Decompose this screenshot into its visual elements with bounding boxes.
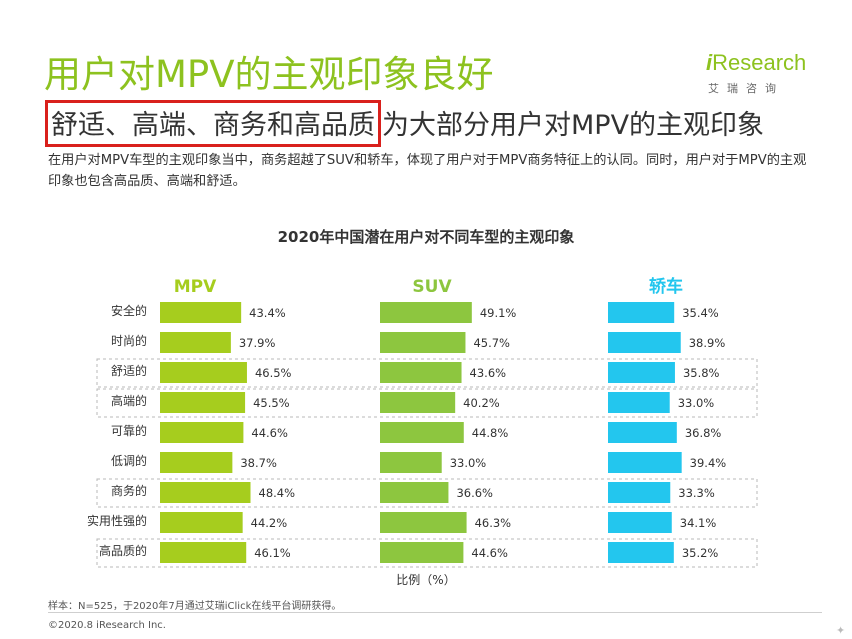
data-label: 48.4% <box>259 486 296 500</box>
category-label: 实用性强的 <box>87 513 147 528</box>
logo-i: i <box>706 50 713 75</box>
data-label: 44.8% <box>472 426 509 440</box>
bar <box>380 392 456 413</box>
category-label: 安全的 <box>111 303 147 318</box>
data-label: 46.1% <box>254 546 291 560</box>
bar <box>160 302 242 323</box>
logo-wordmark: iResearch <box>706 50 806 76</box>
footer-divider <box>48 612 822 613</box>
bar <box>380 512 467 533</box>
highlight-box <box>96 388 758 418</box>
data-label: 33.0% <box>450 456 487 470</box>
data-label: 36.8% <box>685 426 722 440</box>
data-label: 37.9% <box>239 336 276 350</box>
sample-note: 样本：N=525，于2020年7月通过艾瑞iClick在线平台调研获得。 <box>48 601 342 612</box>
bar <box>380 452 442 473</box>
series-name: MPV <box>174 277 217 297</box>
data-label: 39.4% <box>690 456 727 470</box>
highlight-box <box>96 538 758 568</box>
bar <box>380 302 472 323</box>
subtitle: 舒适、高端、商务和高品质 为大部分用户对MPV的主观印象 <box>45 100 765 147</box>
data-label: 35.4% <box>682 306 719 320</box>
series-name: 轿车 <box>649 276 683 297</box>
chart-title: 2020年中国潜在用户对不同车型的主观印象 <box>277 228 575 246</box>
data-label: 34.1% <box>680 516 717 530</box>
highlight-box <box>96 358 758 388</box>
bar <box>608 302 675 323</box>
bar <box>608 512 672 533</box>
iresearch-logo: iResearch 艾瑞咨询 <box>706 50 810 98</box>
data-label: 38.7% <box>240 456 277 470</box>
bar <box>380 422 464 443</box>
data-label: 45.7% <box>473 336 510 350</box>
data-label: 44.6% <box>471 546 508 560</box>
bar <box>380 542 464 563</box>
bar <box>160 452 233 473</box>
data-label: 33.0% <box>678 396 715 410</box>
bar <box>608 482 671 503</box>
category-label: 高端的 <box>111 393 147 408</box>
bar <box>380 482 449 503</box>
category-label: 低调的 <box>111 453 147 468</box>
data-label: 38.9% <box>689 336 726 350</box>
data-label: 40.2% <box>463 396 500 410</box>
bar <box>160 512 243 533</box>
bar <box>160 392 246 413</box>
bar <box>160 422 244 443</box>
copyright-text: ©2020.8 iResearch Inc. <box>48 620 166 631</box>
bar <box>380 332 466 353</box>
data-label: 45.5% <box>253 396 290 410</box>
category-label: 高品质的 <box>99 543 147 558</box>
category-label: 时尚的 <box>111 333 147 348</box>
category-label: 舒适的 <box>111 363 147 378</box>
bar <box>608 392 670 413</box>
data-label: 43.6% <box>470 366 507 380</box>
bar <box>608 362 675 383</box>
data-label: 35.2% <box>682 546 719 560</box>
bar <box>160 332 231 353</box>
data-label: 46.5% <box>255 366 292 380</box>
data-label: 35.8% <box>683 366 720 380</box>
data-label: 44.6% <box>251 426 288 440</box>
sparkle-icon: ✦ <box>836 624 846 637</box>
bar <box>608 452 682 473</box>
bar <box>380 362 462 383</box>
bar <box>608 422 677 443</box>
data-label: 36.6% <box>456 486 493 500</box>
data-label: 43.4% <box>249 306 286 320</box>
description-text: 在用户对MPV车型的主观印象当中，商务超越了SUV和轿车，体现了用户对于MPV商… <box>48 153 807 189</box>
data-label: 46.3% <box>475 516 512 530</box>
bar <box>160 362 247 383</box>
subtitle-rest: 为大部分用户对MPV的主观印象 <box>382 110 765 141</box>
highlight-box <box>96 478 758 508</box>
data-label: 49.1% <box>480 306 517 320</box>
series-name: SUV <box>412 277 452 297</box>
category-label: 商务的 <box>111 483 147 498</box>
bar <box>160 482 251 503</box>
bar <box>608 332 681 353</box>
logo-subtitle: 艾瑞咨询 <box>708 82 784 95</box>
bar <box>160 542 247 563</box>
data-label: 33.3% <box>678 486 715 500</box>
subtitle-highlight-box: 舒适、高端、商务和高品质 <box>45 100 381 147</box>
x-axis-label: 比例（%） <box>396 573 455 587</box>
logo-research: Research <box>712 50 807 75</box>
data-label: 44.2% <box>251 516 288 530</box>
page-title: 用户对MPV的主观印象良好 <box>44 53 494 96</box>
category-label: 可靠的 <box>111 423 147 438</box>
bar <box>608 542 674 563</box>
